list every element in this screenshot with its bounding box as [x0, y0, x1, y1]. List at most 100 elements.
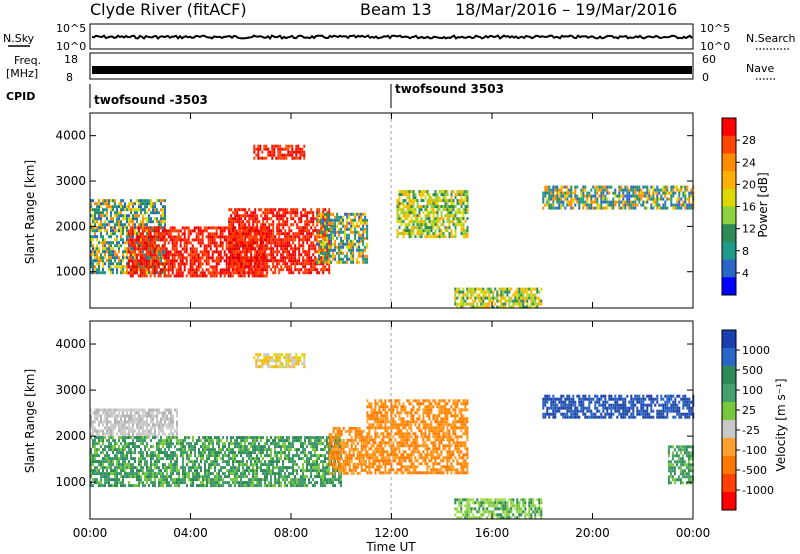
- heatmap-cell: [210, 472, 212, 476]
- heatmap-cell: [124, 426, 126, 430]
- heatmap-cell: [118, 457, 120, 461]
- heatmap-cell: [250, 238, 253, 242]
- heatmap-cell: [594, 197, 597, 201]
- heatmap-cell: [110, 253, 112, 257]
- heatmap-cell: [142, 432, 144, 436]
- heatmap-cell: [106, 457, 108, 461]
- heatmap-cell: [92, 229, 94, 233]
- heatmap-cell: [132, 451, 134, 455]
- heatmap-cell: [286, 208, 289, 212]
- heatmap-cell: [102, 439, 104, 443]
- heatmap-cell: [604, 197, 607, 201]
- heatmap-cell: [108, 256, 110, 260]
- heatmap-cell: [478, 299, 481, 303]
- heatmap-cell: [279, 144, 282, 148]
- heatmap-cell: [133, 271, 136, 275]
- heatmap-cell: [192, 460, 194, 464]
- heatmap-cell: [204, 484, 206, 488]
- heatmap-cell: [346, 233, 349, 237]
- heatmap-cell: [464, 302, 467, 306]
- heatmap-cell: [291, 153, 294, 157]
- heatmap-cell: [215, 229, 218, 233]
- heatmap-cell: [398, 202, 401, 206]
- heatmap-cell: [211, 268, 214, 272]
- heatmap-cell: [308, 220, 311, 224]
- heatmap-cell: [245, 262, 248, 266]
- heatmap-cell: [462, 193, 465, 197]
- heatmap-cell: [364, 248, 367, 252]
- heatmap-cell: [112, 253, 114, 257]
- heatmap-cell: [676, 200, 679, 204]
- heatmap-cell: [164, 442, 166, 446]
- heatmap-cell: [428, 226, 431, 230]
- heatmap-cell: [190, 481, 192, 485]
- heatmap-cell: [94, 256, 96, 260]
- heatmap-cell: [318, 260, 321, 264]
- heatmap-cell: [198, 466, 200, 470]
- heatmap-cell: [672, 185, 675, 189]
- heatmap-cell: [598, 203, 601, 207]
- heatmap-cell: [148, 208, 150, 212]
- heatmap-cell: [342, 230, 345, 234]
- heatmap-cell: [670, 203, 673, 207]
- heatmap-cell: [314, 226, 317, 230]
- heatmap-cell: [98, 423, 100, 427]
- heatmap-cell: [104, 202, 106, 206]
- heatmap-cell: [110, 423, 112, 427]
- heatmap-cell: [94, 253, 96, 257]
- heatmap-cell: [126, 268, 128, 272]
- heatmap-cell: [205, 262, 208, 266]
- heatmap-cell: [406, 223, 409, 227]
- heatmap-cell: [338, 257, 341, 261]
- heatmap-cell: [118, 241, 120, 245]
- heatmap-cell: [362, 221, 365, 225]
- heatmap-cell: [135, 238, 138, 242]
- heatmap-cell: [314, 229, 317, 233]
- heatmap-cell: [294, 220, 297, 224]
- heatmap-cell: [143, 244, 146, 248]
- heatmap-cell: [574, 185, 577, 189]
- heatmap-cell: [162, 199, 164, 203]
- heatmap-cell: [184, 436, 186, 440]
- heatmap-cell: [448, 214, 451, 218]
- heatmap-cell: [566, 197, 569, 201]
- heatmap-cell: [160, 223, 162, 227]
- heatmap-cell: [510, 305, 513, 309]
- heatmap-cell: [96, 205, 98, 209]
- heatmap-cell: [302, 265, 305, 269]
- heatmap-cell: [196, 466, 198, 470]
- heatmap-cell: [192, 478, 194, 482]
- heatmap-cell: [442, 196, 445, 200]
- heatmap-cell: [176, 481, 178, 485]
- heatmap-cell: [104, 417, 106, 421]
- heatmap-cell: [150, 466, 152, 470]
- heatmap-cell: [122, 199, 124, 203]
- heatmap-cell: [252, 229, 255, 233]
- heatmap-cell: [140, 475, 142, 479]
- heatmap-cell: [120, 417, 122, 421]
- heatmap-cell: [618, 200, 621, 204]
- heatmap-cell: [518, 302, 521, 306]
- heatmap-cell: [92, 220, 94, 224]
- heatmap-cell: [154, 414, 156, 418]
- heatmap-cell: [277, 144, 280, 148]
- heatmap-cell: [108, 472, 110, 476]
- heatmap-cell: [198, 454, 200, 458]
- heatmap-cell: [205, 226, 208, 230]
- heatmap-cell: [138, 414, 140, 418]
- heatmap-cell: [636, 194, 639, 198]
- heatmap-cell: [266, 226, 269, 230]
- heatmap-cell: [171, 229, 174, 233]
- heatmap-cell: [454, 214, 457, 218]
- heatmap-cell: [340, 251, 343, 255]
- heatmap-cell: [171, 271, 174, 275]
- heatmap-cell: [90, 460, 92, 464]
- heatmap-cell: [138, 408, 140, 412]
- heatmap-cell: [132, 208, 134, 212]
- heatmap-cell: [221, 229, 224, 233]
- heatmap-cell: [120, 211, 122, 215]
- heatmap-cell: [464, 193, 467, 197]
- heatmap-cell: [140, 238, 142, 242]
- heatmap-cell: [490, 296, 493, 300]
- heatmap-cell: [124, 439, 126, 443]
